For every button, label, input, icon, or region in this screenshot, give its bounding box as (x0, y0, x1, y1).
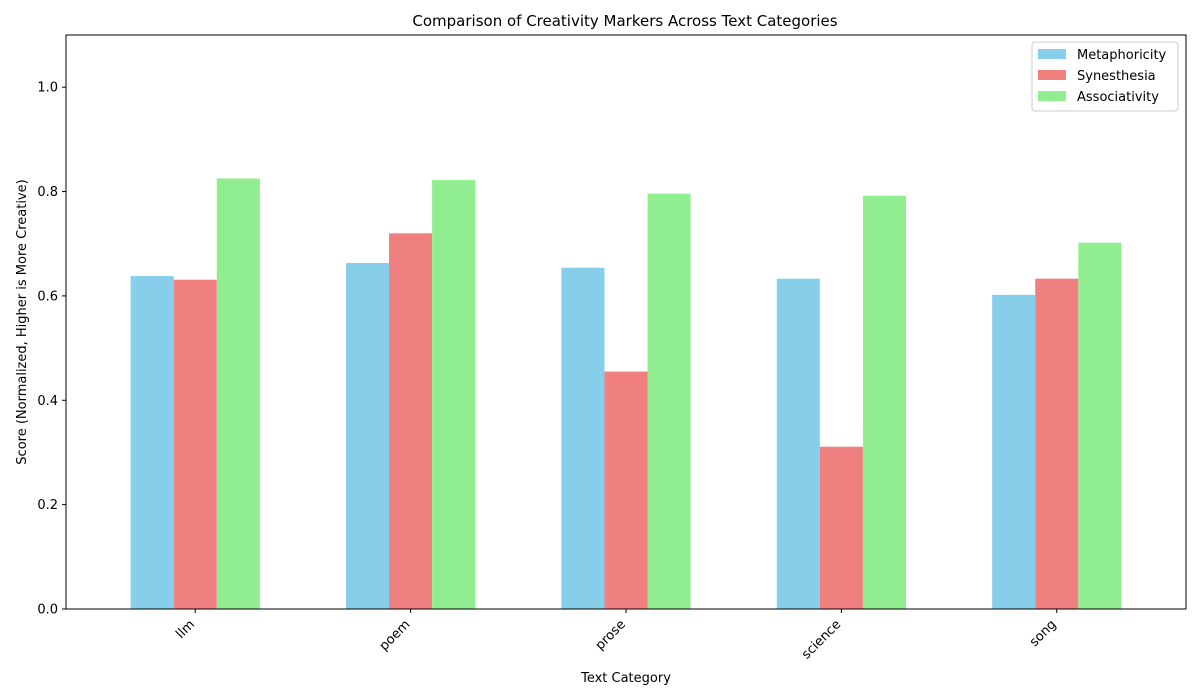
bar-synesthesia-song (1035, 278, 1079, 609)
x-tick-label-poem: poem (377, 617, 414, 654)
bar-associativity-song (1078, 242, 1122, 609)
bar-synesthesia-poem (389, 233, 433, 610)
legend-label-synesthesia: Synesthesia (1077, 69, 1156, 84)
chart-title: Comparison of Creativity Markers Across … (412, 12, 837, 30)
y-tick-label: 0.2 (37, 498, 58, 513)
bar-associativity-llm (216, 178, 260, 609)
y-axis-label: Score (Normalized, Higher is More Creati… (15, 179, 30, 464)
y-tick-label: 0.6 (37, 289, 58, 304)
bar-metaphoricity-poem (346, 263, 390, 609)
bar-associativity-science (862, 195, 906, 609)
bar-metaphoricity-song (992, 294, 1036, 609)
bars-layer (130, 178, 1122, 610)
bar-metaphoricity-llm (130, 276, 174, 609)
y-axis: 0.0 0.2 0.4 0.6 0.8 1.0 (37, 81, 66, 618)
legend-label-associativity: Associativity (1077, 90, 1159, 105)
legend-label-metaphoricity: Metaphoricity (1077, 48, 1167, 63)
x-axis-label: Text Category (580, 671, 671, 686)
bar-metaphoricity-prose (561, 267, 605, 609)
plot-frame (65, 34, 1187, 610)
y-tick-label: 0.8 (37, 185, 58, 200)
bar-metaphoricity-science (776, 278, 820, 609)
bar-associativity-prose (647, 193, 691, 609)
bar-synesthesia-llm (173, 279, 217, 609)
legend: Metaphoricity Synesthesia Associativity (1031, 41, 1179, 112)
y-tick-label: 0.0 (37, 603, 58, 618)
legend-box (1031, 41, 1179, 112)
bar-associativity-poem (432, 180, 476, 609)
legend-swatch-synesthesia (1038, 70, 1066, 80)
x-axis: llm poem prose science song (173, 609, 1060, 662)
bar-synesthesia-science (819, 446, 863, 609)
legend-swatch-metaphoricity (1038, 49, 1066, 59)
x-tick-label-science: science (799, 617, 844, 662)
bar-synesthesia-prose (604, 371, 648, 609)
x-tick-label-llm: llm (173, 617, 198, 642)
y-tick-label: 0.4 (37, 394, 58, 409)
x-tick-label-prose: prose (593, 617, 629, 653)
x-tick-label-song: song (1027, 617, 1060, 650)
y-tick-label: 1.0 (37, 81, 58, 96)
legend-swatch-associativity (1038, 91, 1066, 101)
